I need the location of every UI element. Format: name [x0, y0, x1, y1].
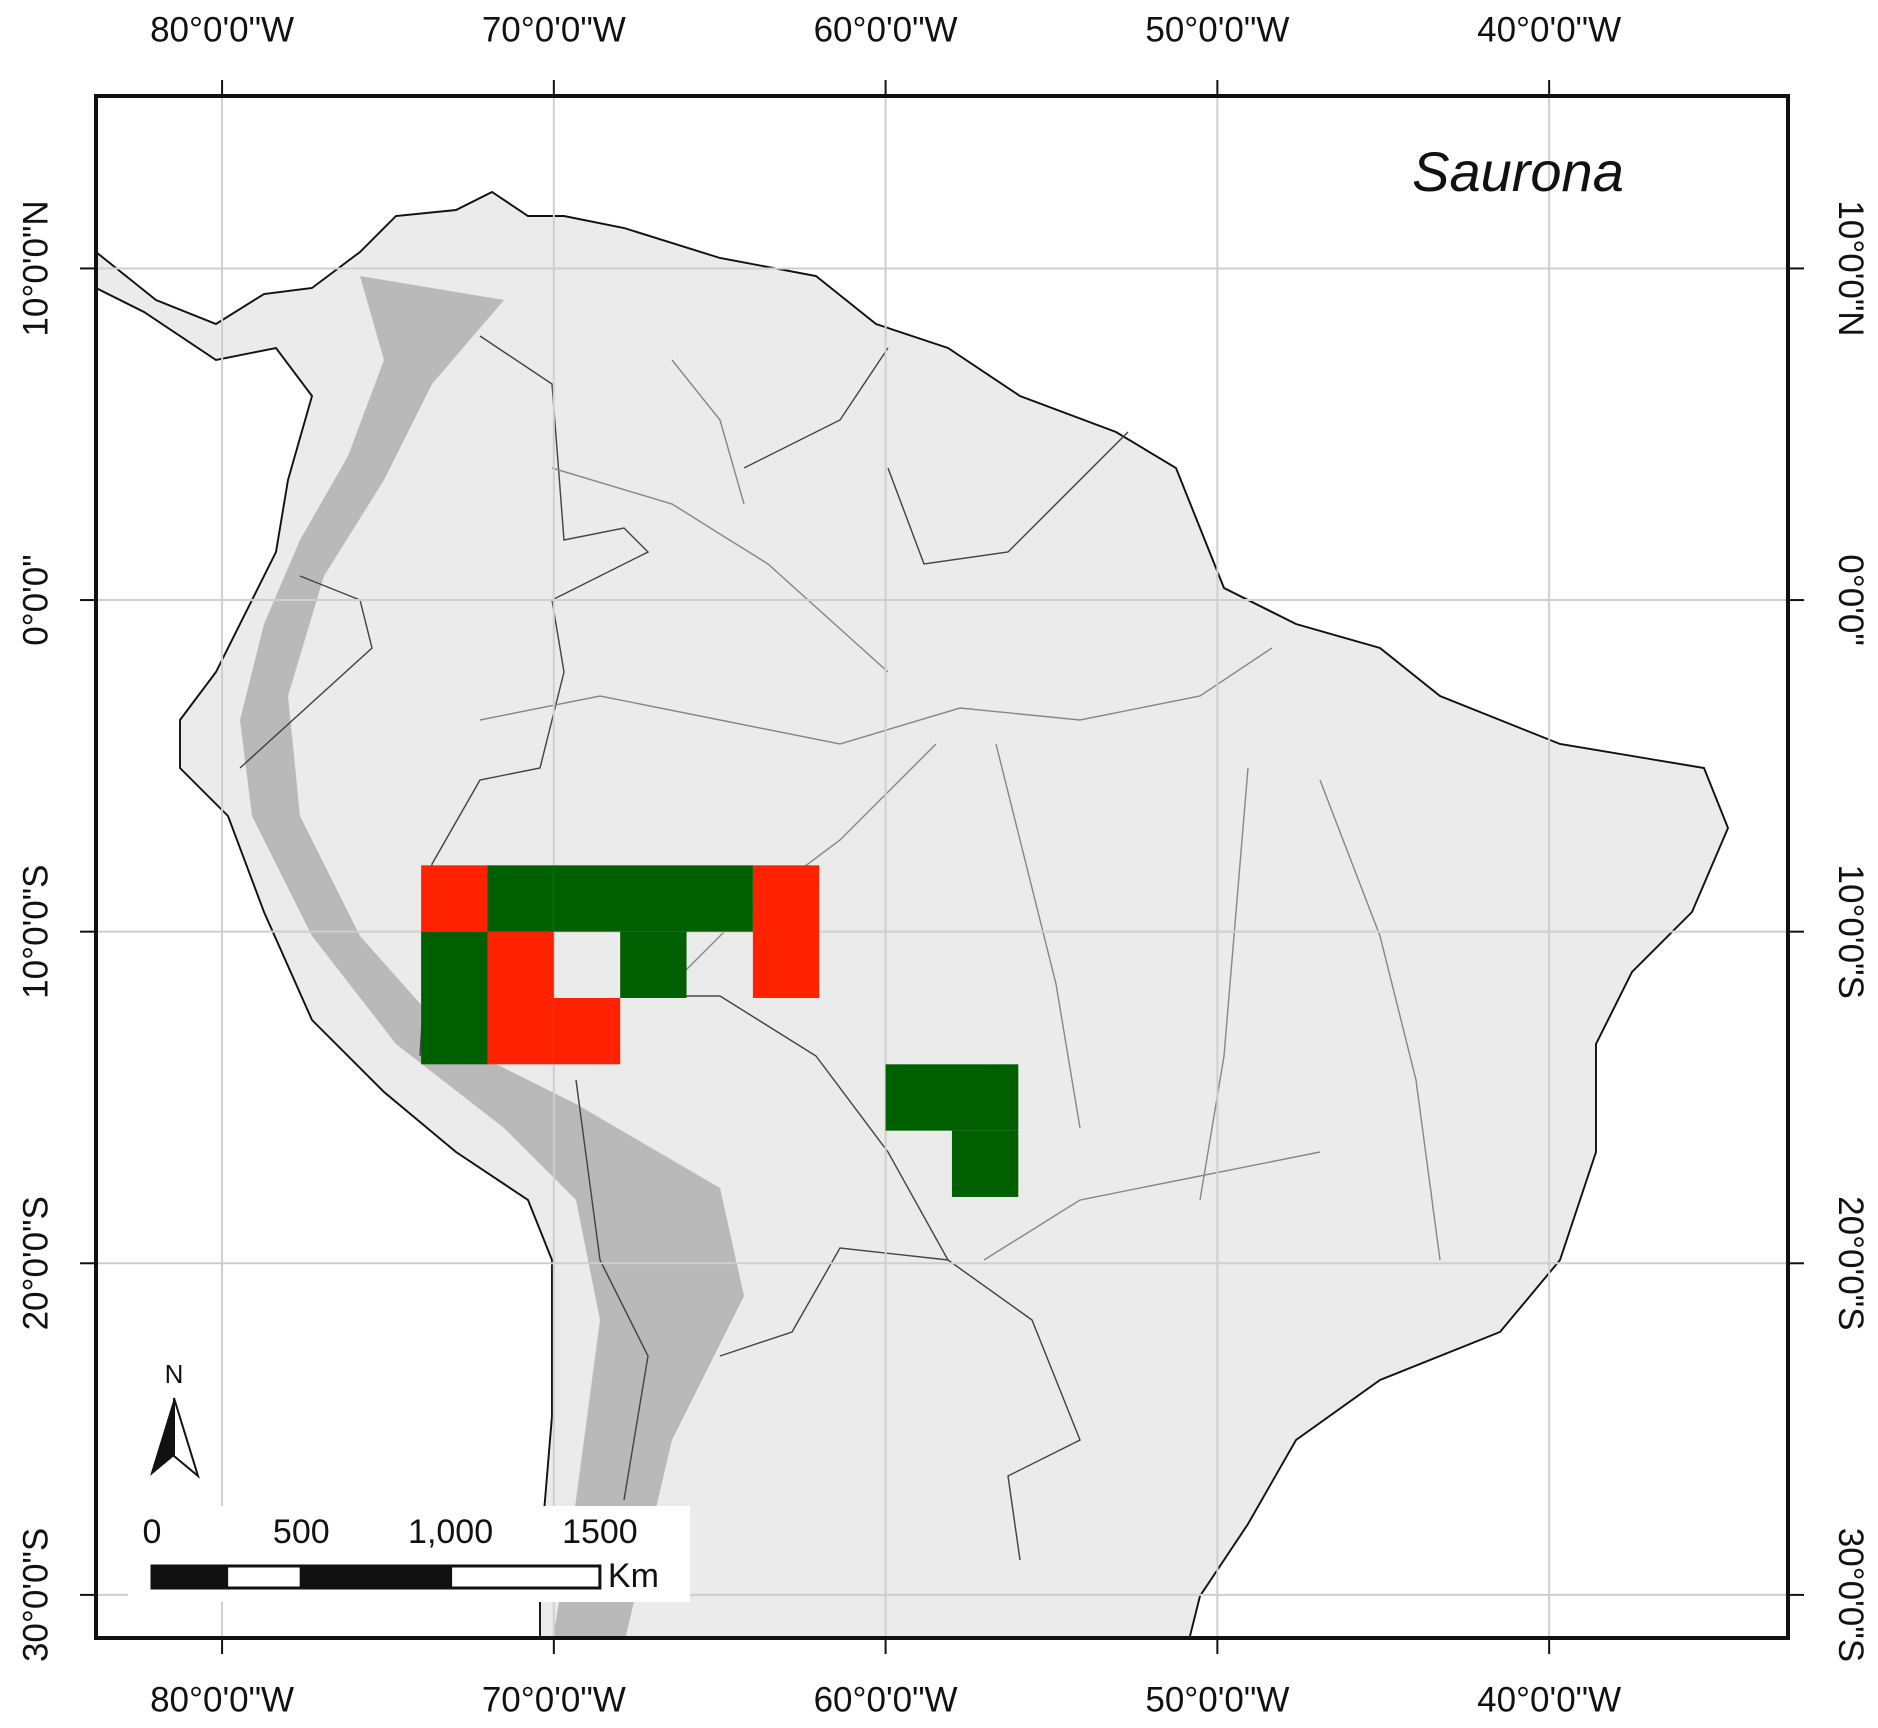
x-tick-label: 70°0'0"W [482, 10, 626, 49]
occurrence-cell [885, 1064, 1019, 1131]
north-arrow-right [173, 1397, 200, 1479]
x-tick-label: 60°0'0"W [814, 10, 958, 49]
x-tick-label: 80°0'0"W [150, 10, 294, 49]
x-tick-label: 80°0'0"W [150, 1680, 294, 1719]
occurrence-cell [421, 865, 488, 932]
continent [96, 190, 1730, 1638]
occurrence-cell [951, 1130, 1019, 1197]
occurrence-cell [487, 931, 554, 1065]
map-area [96, 96, 1788, 1638]
occurrence-cell [421, 931, 488, 1065]
x-tick-label: 70°0'0"W [482, 1680, 626, 1719]
y-tick-label: 0°0'0" [16, 554, 55, 646]
land [96, 190, 1730, 1638]
axis-ticks: 80°0'0"W 80°0'0"W 70°0'0"W 70°0'0"W 60°0'0"W… [16, 10, 1870, 1719]
north-arrow-left [150, 1398, 174, 1476]
scale-bar: 0 500 1,000 1500 Km [143, 1513, 659, 1595]
scale-segment [449, 1564, 602, 1590]
scale-segment [299, 1564, 453, 1590]
scale-segment [150, 1564, 229, 1590]
scale-label: 500 [273, 1513, 330, 1551]
x-tick-label: 50°0'0"W [1145, 1680, 1289, 1719]
occurrence-cell [487, 865, 554, 932]
occurrence-cells [421, 865, 1019, 1197]
y-tick-label: 0°0'0" [1831, 554, 1870, 646]
y-tick-label: 20°0'0"S [1831, 1196, 1870, 1330]
x-tick-label: 40°0'0"W [1477, 10, 1621, 49]
scale-label: 1,000 [408, 1513, 493, 1551]
scale-label: 0 [143, 1513, 162, 1551]
map-frame [94, 94, 1790, 1640]
y-tick-label: 10°0'0"N [1831, 200, 1870, 336]
y-tick-label: 10°0'0"S [16, 865, 55, 999]
occurrence-cell [553, 997, 621, 1065]
map-title: Saurona [1412, 140, 1624, 203]
y-tick-label: 30°0'0"S [1831, 1528, 1870, 1662]
borders [239, 335, 1129, 1561]
y-tick-label: 30°0'0"S [16, 1528, 55, 1662]
x-tick-label: 50°0'0"W [1145, 10, 1289, 49]
north-arrow: N [150, 1359, 200, 1479]
x-tick-label: 40°0'0"W [1477, 1680, 1621, 1719]
north-label: N [165, 1359, 184, 1389]
y-tick-label: 10°0'0"N [16, 200, 55, 336]
y-tick-label: 10°0'0"S [1831, 865, 1870, 999]
occurrence-cell [752, 865, 820, 998]
occurrence-cell [553, 865, 753, 932]
scale-label: 1500 [562, 1513, 638, 1551]
x-tick-label: 60°0'0"W [814, 1680, 958, 1719]
occurrence-cell [620, 931, 687, 998]
y-tick-label: 20°0'0"S [16, 1196, 55, 1330]
scale-unit: Km [608, 1557, 659, 1595]
scale-segment [225, 1564, 303, 1590]
